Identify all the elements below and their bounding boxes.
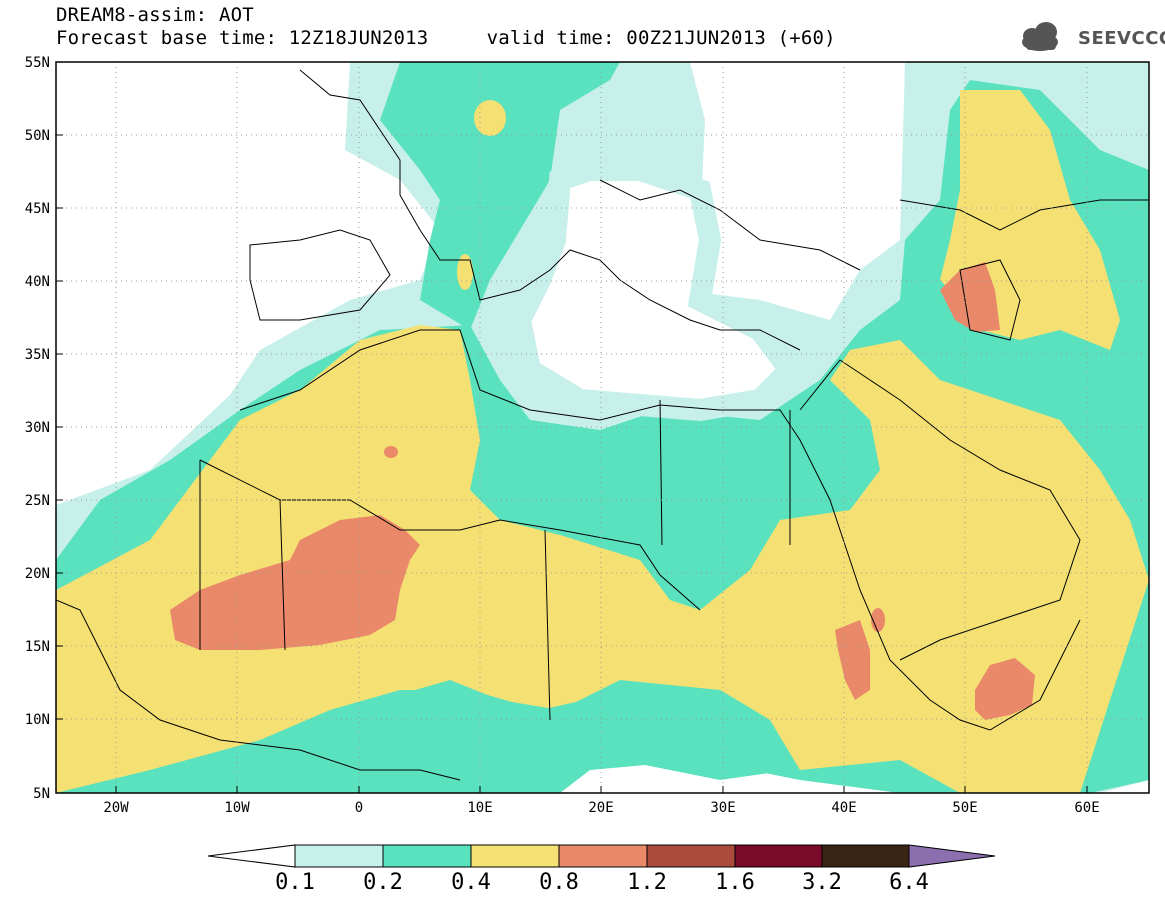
aot-region-0.8-1.2-algeria-spot <box>384 446 398 458</box>
colorbar-label: 0.4 <box>451 870 491 895</box>
y-tick-label: 40N <box>25 274 50 290</box>
y-tick-label: 50N <box>25 128 50 144</box>
y-tick-label: 20N <box>25 566 50 582</box>
colorbar <box>207 844 996 868</box>
aot-region-0.8-1.2-caspian <box>940 262 1000 332</box>
x-tick-label: 60E <box>1074 800 1099 816</box>
colorbar-label: 3.2 <box>802 870 842 895</box>
aot-region-0.8-1.2-west-africa <box>170 515 420 650</box>
aot-region-0.2-0.4-sahel <box>56 690 790 793</box>
aot-contours <box>56 62 1149 793</box>
colorbar-label: 0.1 <box>275 870 315 895</box>
y-tick-label: 15N <box>25 639 50 655</box>
coastlines-and-borders <box>56 69 1149 781</box>
y-tick-label: 30N <box>25 420 50 436</box>
graticule <box>56 62 1149 793</box>
aot-region-0.8-1.2-eritrea-coast <box>871 608 885 632</box>
x-tick-label: 0 <box>355 800 363 816</box>
aot-region-0.2-0.4-europe <box>380 62 620 330</box>
colorbar-swatch-1.6-3.2 <box>734 844 823 868</box>
x-tick-label: 10E <box>467 800 492 816</box>
y-tick-label: 25N <box>25 493 50 509</box>
y-tick-label: 55N <box>25 55 50 71</box>
colorbar-swatch-0.2-0.4 <box>382 844 472 868</box>
aot-clear-region-mediterranean <box>520 170 790 410</box>
x-tick-label: 10W <box>224 800 250 816</box>
map-title: DREAM8-assim: AOT <box>56 4 254 26</box>
colorbar-swatch-1.2-1.6 <box>646 844 736 868</box>
colorbar-swatch-0.8-1.2 <box>558 844 648 868</box>
colorbar-swatch-0.4-0.8 <box>470 844 560 868</box>
tick-marks <box>56 134 1088 793</box>
x-tick-label: 30E <box>710 800 735 816</box>
y-tick-label: 35N <box>25 347 50 363</box>
aot-region-0.1-0.2-ring <box>508 159 805 422</box>
x-tick-label: 20W <box>103 800 129 816</box>
colorbar-swatch-3.2-6.4 <box>821 844 910 868</box>
colorbar-label: 1.6 <box>715 870 755 895</box>
colorbar-label: 0.8 <box>539 870 579 895</box>
colorbar-label: 1.2 <box>627 870 667 895</box>
aot-region-0.8-1.2-eritrea <box>835 620 870 700</box>
colorbar-swatch-0.1-0.2 <box>294 844 384 868</box>
x-tick-label: 20E <box>588 800 613 816</box>
y-tick-label: 45N <box>25 201 50 217</box>
colorbar-label: 6.4 <box>889 870 929 895</box>
y-tick-label: 10N <box>25 712 50 728</box>
aot-region-0.4-0.8-germany <box>474 100 506 136</box>
forecast-time-line: Forecast base time: 12Z18JUN2013 valid t… <box>56 27 836 49</box>
x-tick-label: 40E <box>831 800 856 816</box>
x-tick-label: 50E <box>952 800 977 816</box>
aot-region-0.4-0.8-sahara <box>56 325 1149 793</box>
aot-region-0.4-0.8-sardinia <box>457 254 473 290</box>
colorbar-high-arrow <box>908 844 996 868</box>
colorbar-low-arrow <box>207 844 296 868</box>
y-tick-label: 5N <box>33 786 50 802</box>
colorbar-label: 0.2 <box>363 870 403 895</box>
seevccc-logo: SEEVCCC <box>1078 28 1165 49</box>
aot-region-0.8-1.2-somalia <box>975 658 1035 720</box>
cloud-icon <box>1022 22 1058 51</box>
